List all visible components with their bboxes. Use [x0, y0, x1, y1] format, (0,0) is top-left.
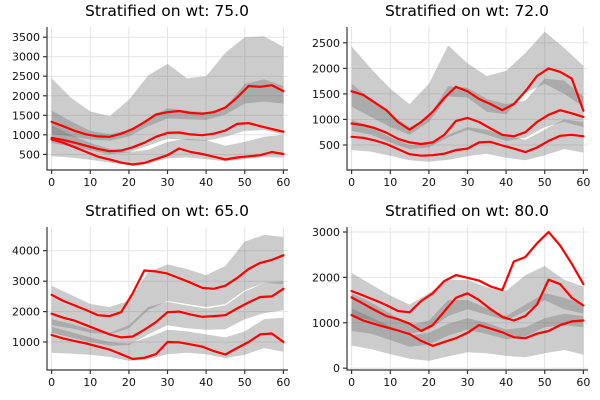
prediction-high-band: [51, 234, 284, 335]
x-tick-label: 10: [83, 176, 97, 189]
x-tick-label: 10: [83, 376, 97, 389]
y-tick-label: 2000: [312, 271, 340, 284]
subplot-canvas: 1000 2000 3000 4000 0 10 20 30 40 50 60: [12, 227, 290, 389]
prediction-low-band: [51, 125, 284, 166]
y-tick-label: 2000: [12, 90, 40, 103]
x-tick-label: 20: [122, 376, 136, 389]
x-tick-label: 60: [276, 376, 290, 389]
x-tick-label: 30: [161, 376, 175, 389]
y-tick-label: 1000: [312, 317, 340, 330]
quantile-high-line: [350, 230, 585, 314]
x-tick-label: 20: [422, 176, 436, 189]
y-tick-label: 0: [333, 362, 340, 375]
y-tick-label: 1000: [12, 336, 40, 349]
prediction-median-band: [51, 79, 284, 155]
y-tick-label: 2500: [12, 70, 40, 83]
y-tick-label: 500: [319, 139, 340, 152]
quantile-median-line: [350, 109, 585, 146]
subplot-top-left: Stratified on wt: 75.0 500 1000 1500 2000 25…: [0, 0, 300, 200]
prediction-high-band: [351, 266, 584, 335]
x-tick-label: 30: [461, 376, 475, 389]
subplot-canvas: 500 1000 1500 2000 2500 3000 3500 0 10 20 30 40 50 60: [12, 27, 290, 189]
quantile-low-line: [50, 138, 285, 166]
subplot-title: Stratified on wt: 80.0: [385, 202, 549, 220]
x-tick-label: 30: [161, 176, 175, 189]
x-tick-label: 0: [48, 376, 55, 389]
x-tick-label: 50: [238, 376, 252, 389]
prediction-high-band: [351, 31, 584, 135]
y-tick-label: 1000: [12, 129, 40, 142]
x-tick-label: 20: [422, 376, 436, 389]
subplot-title: Stratified on wt: 75.0: [85, 2, 249, 20]
x-tick-label: 40: [499, 376, 513, 389]
y-tick-label: 2500: [312, 37, 340, 50]
quantile-median-line: [50, 121, 285, 153]
y-tick-label: 3000: [12, 275, 40, 288]
y-tick-label: 2000: [312, 62, 340, 75]
y-tick-label: 1500: [312, 88, 340, 101]
y-tick-label: 500: [19, 148, 40, 161]
y-tick-label: 2000: [12, 306, 40, 319]
x-tick-label: 40: [499, 176, 513, 189]
quantile-median-line: [50, 287, 285, 339]
x-tick-label: 50: [538, 376, 552, 389]
x-tick-label: 60: [576, 176, 590, 189]
x-tick-label: 60: [276, 176, 290, 189]
quantile-high-line: [350, 67, 585, 131]
y-tick-label: 1500: [12, 109, 40, 122]
prediction-low-band: [351, 308, 584, 361]
x-tick-label: 60: [576, 376, 590, 389]
subplot-top-right: Stratified on wt: 72.0 500 1000 1500 2000 25…: [300, 0, 600, 200]
axis-spine: [346, 227, 588, 371]
x-tick-label: 10: [383, 176, 397, 189]
subplot-bottom-right: Stratified on wt: 80.0 0 1000 2000 3000 0 10 2…: [300, 200, 600, 400]
subplot-bottom-left: Stratified on wt: 65.0 1000 2000 3000 4000 0…: [0, 200, 300, 400]
x-tick-label: 0: [348, 176, 355, 189]
x-tick-label: 10: [383, 376, 397, 389]
x-tick-label: 40: [199, 376, 213, 389]
x-tick-label: 0: [348, 376, 355, 389]
x-tick-label: 20: [122, 176, 136, 189]
prediction-high-band: [51, 36, 284, 141]
y-tick-label: 3500: [12, 31, 40, 44]
x-tick-label: 50: [538, 176, 552, 189]
subplot-title: Stratified on wt: 65.0: [85, 202, 249, 220]
quantile-high-line: [50, 254, 285, 318]
x-tick-label: 40: [199, 176, 213, 189]
axis-spine: [46, 227, 288, 371]
subplot-canvas: 0 1000 2000 3000 0 10 20 30 40 50 60: [312, 226, 590, 389]
axis-spine: [46, 27, 288, 171]
subplot-canvas: 500 1000 1500 2000 2500 0 10 20 30 40 50 60: [312, 27, 590, 189]
axis-spine: [346, 27, 588, 171]
y-tick-label: 4000: [12, 245, 40, 258]
quantile-median-line: [350, 278, 585, 333]
y-tick-label: 3000: [312, 226, 340, 239]
subplot-title: Stratified on wt: 72.0: [385, 2, 549, 20]
x-tick-label: 50: [238, 176, 252, 189]
y-tick-label: 3000: [12, 51, 40, 64]
x-tick-label: 0: [48, 176, 55, 189]
quantile-low-line: [350, 313, 585, 347]
quantile-low-line: [350, 133, 585, 157]
x-tick-label: 30: [461, 176, 475, 189]
quantile-low-line: [50, 332, 285, 361]
y-tick-label: 1000: [312, 113, 340, 126]
quantile-high-line: [50, 84, 285, 138]
